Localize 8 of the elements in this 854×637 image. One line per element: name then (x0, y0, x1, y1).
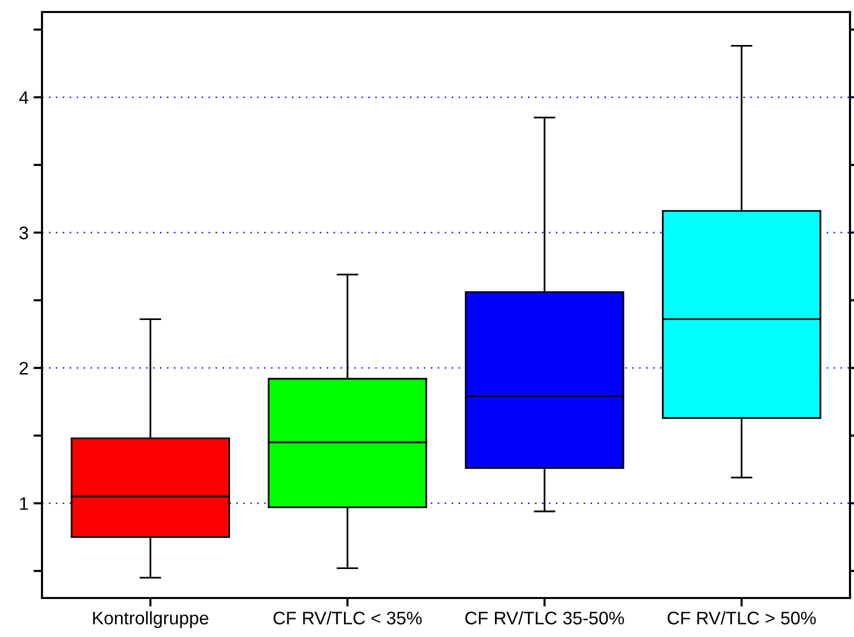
x-tick-label: CF RV/TLC 35-50% (465, 611, 624, 624)
x-tick-label: Kontrollgruppe (93, 611, 208, 628)
y-tick-label: 4 (19, 91, 28, 104)
x-tick-label: CF RV/TLC > 50% (668, 611, 816, 624)
y-tick-label: 2 (20, 362, 28, 374)
y-tick-label: 1 (20, 497, 28, 510)
x-tick-label: CF RV/TLC < 35% (274, 611, 422, 624)
y-tick-label: 3 (19, 226, 28, 240)
